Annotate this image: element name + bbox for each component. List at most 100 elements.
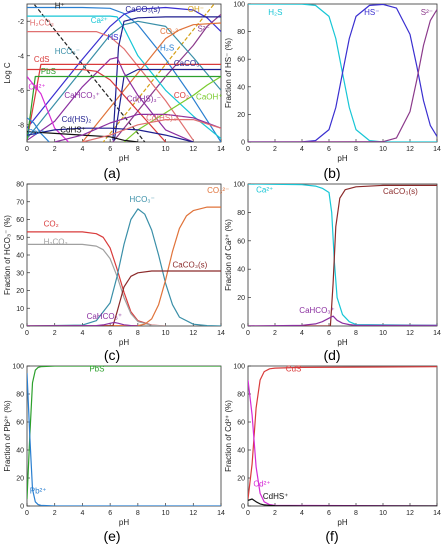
x-tick-label: 0 [25, 146, 29, 153]
series-line [54, 113, 221, 142]
y-tick-label: 60 [16, 217, 24, 224]
x-tick-label: 10 [162, 146, 170, 153]
series-line [113, 68, 221, 141]
x-tick-label: 4 [300, 330, 304, 337]
y-axis-label: Fraction of Cd²⁺ (%) [224, 400, 233, 472]
series-label: Pb²⁺ [30, 486, 47, 495]
x-tick-label: 8 [136, 510, 140, 517]
y-tick-label: 60 [237, 238, 245, 245]
series-line [27, 131, 138, 142]
series-label: CaCO₃(s) [383, 187, 418, 196]
plot-frame [247, 365, 438, 507]
x-tick-label: 8 [354, 146, 358, 153]
x-tick-label: 2 [53, 330, 57, 337]
x-axis-label: pH [337, 518, 347, 527]
y-axis-label: Fraction of HS⁻ (%) [224, 38, 233, 108]
species-annotation: H₂CO₃ [30, 19, 54, 28]
y-tick-label: 20 [237, 476, 245, 483]
series-line [248, 184, 437, 326]
series-line [27, 31, 194, 141]
x-tick-label: 10 [379, 146, 387, 153]
series-label: CdHS⁺ [263, 492, 289, 501]
series-line [27, 63, 221, 141]
y-tick-label: 40 [16, 253, 24, 260]
y-tick-label: 0 [241, 140, 245, 147]
y-tick-label: 0 [241, 324, 245, 331]
x-tick-label: 4 [80, 510, 84, 517]
species-annotation: HCO₃⁻ [55, 47, 80, 56]
x-tick-label: 8 [136, 330, 140, 337]
species-annotation: Cd(HS)₄²⁻ [146, 113, 183, 122]
y-tick-label: -2 [18, 19, 24, 26]
x-tick-label: 6 [327, 146, 331, 153]
series-line [248, 366, 437, 500]
x-tick-label: 2 [53, 146, 57, 153]
series-line [27, 208, 221, 326]
series-line [27, 206, 221, 326]
x-tick-label: 4 [80, 146, 84, 153]
series-label: CO₂ [44, 220, 59, 229]
species-annotation: Cd(HS)₃⁻ [127, 94, 161, 103]
y-tick-label: 40 [237, 267, 245, 274]
x-tick-label: 6 [108, 330, 112, 337]
x-axis-label: pH [119, 338, 129, 347]
x-tick-label: 0 [25, 510, 29, 517]
y-tick-label: 40 [16, 448, 24, 455]
y-tick-label: 0 [241, 504, 245, 511]
panel-caption: (c) [104, 347, 120, 363]
x-tick-label: 0 [25, 330, 29, 337]
y-axis-label: Fraction of Ca²⁺ (%) [224, 219, 233, 291]
series-line [27, 15, 221, 140]
y-tick-label: 100 [233, 182, 245, 189]
series-line [27, 127, 194, 142]
panel-caption: (f) [325, 528, 338, 544]
x-tick-label: 14 [433, 510, 441, 517]
y-tick-label: 60 [237, 57, 245, 64]
series-line [123, 75, 221, 142]
x-tick-label: 0 [246, 146, 250, 153]
chart-panel-2: 0 2 4 6 8 10 12 14 0 20 40 60 80 100 pH Fraction of HS⁻… [224, 2, 441, 182]
series-group [27, 366, 221, 506]
series-label: S²⁻ [421, 8, 433, 17]
y-tick-label: 80 [237, 29, 245, 36]
y-tick-label: 70 [16, 199, 24, 206]
series-line [27, 321, 138, 326]
y-tick-label: 20 [237, 295, 245, 302]
x-axis-label: pH [337, 338, 347, 347]
series-group [27, 206, 221, 326]
y-tick-label: 20 [237, 112, 245, 119]
y-tick-label: 80 [16, 182, 24, 189]
series-label: CdS [286, 365, 302, 374]
series-group [248, 184, 437, 326]
species-annotation: CaOH⁺ [196, 93, 222, 102]
chart-panel-3: 0 2 4 6 8 10 12 14 0 10 20 30 40 50 60 70 80 pH Fraction o… [3, 182, 229, 364]
series-label: HCO₃⁻ [130, 195, 155, 204]
series-line [248, 315, 437, 326]
species-annotation: Ca²⁺ [91, 16, 108, 25]
x-tick-label: 12 [189, 146, 197, 153]
x-tick-label: 6 [108, 510, 112, 517]
x-tick-label: 12 [406, 510, 414, 517]
series-label: PbS [89, 365, 104, 374]
species-annotation: CO₃²⁻ [160, 27, 182, 36]
x-tick-label: 8 [354, 510, 358, 517]
x-tick-label: 12 [406, 330, 414, 337]
x-tick-label: 8 [136, 146, 140, 153]
series-line [248, 4, 437, 142]
y-tick-label: 0 [20, 504, 24, 511]
series-label: H₂S [268, 8, 282, 17]
series-label: CaHCO₃⁺ [87, 312, 122, 321]
species-annotation: CdHS⁺ [60, 126, 86, 135]
y-axis-label: Fraction of Pb²⁺ (%) [3, 400, 12, 472]
x-tick-label: 10 [379, 510, 387, 517]
series-line [27, 270, 221, 326]
series-line [27, 75, 221, 141]
series-line [248, 9, 437, 142]
x-tick-label: 8 [354, 330, 358, 337]
x-tick-label: 14 [433, 146, 441, 153]
series-label: Ca²⁺ [256, 186, 273, 195]
x-tick-label: 4 [300, 146, 304, 153]
series-line [27, 231, 166, 326]
species-annotation: Cd(HS)₂ [62, 115, 92, 124]
